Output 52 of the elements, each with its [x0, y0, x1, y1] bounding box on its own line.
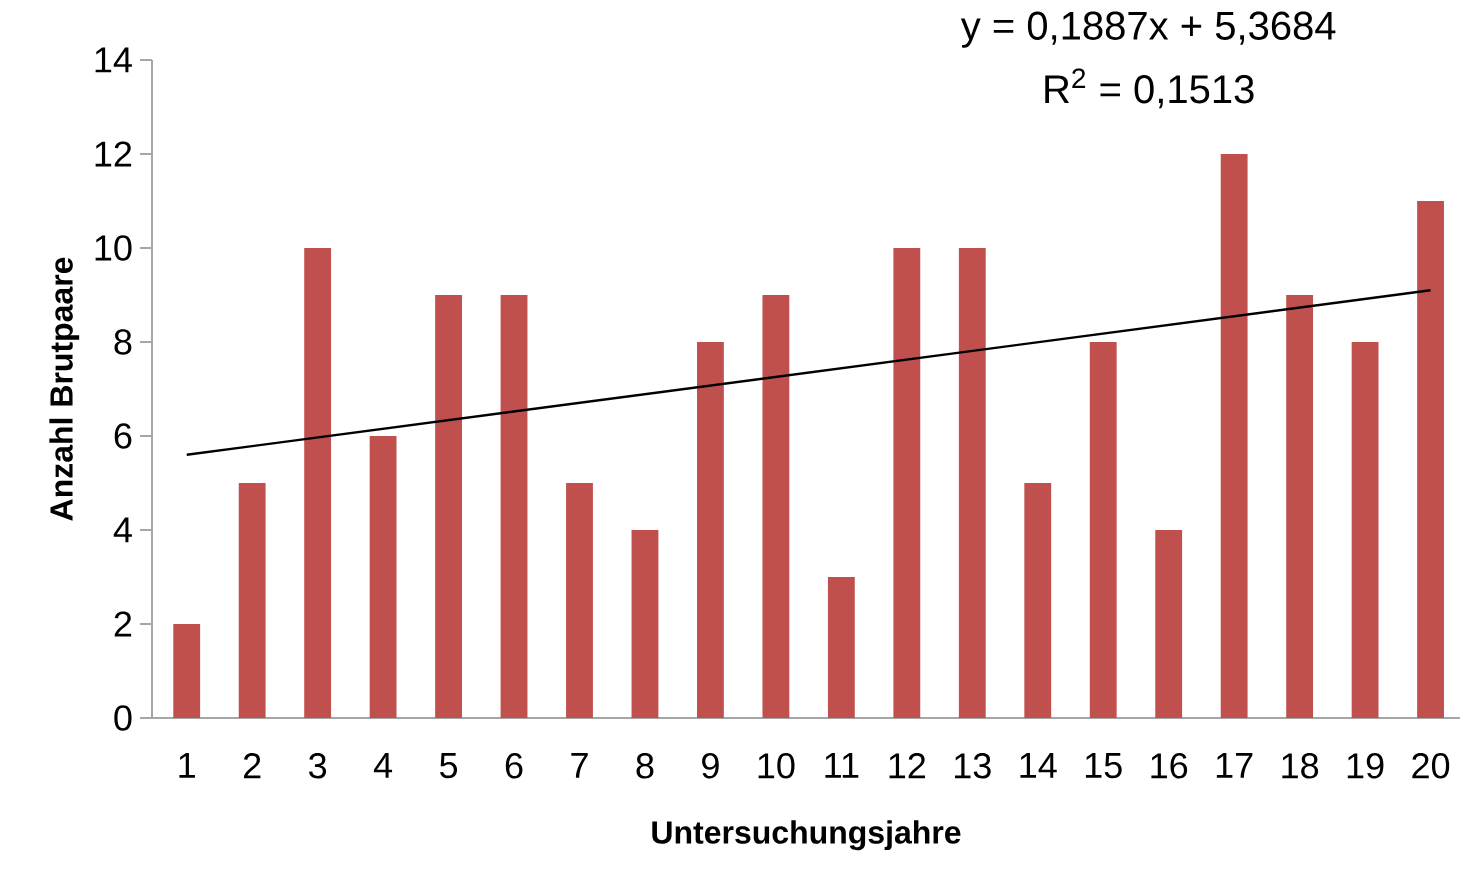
- x-tick-label: 20: [1412, 753, 1450, 779]
- bar: [1155, 529, 1183, 718]
- bar: [1024, 482, 1052, 718]
- bar: [304, 247, 332, 718]
- x-tick-label: 4: [373, 753, 393, 778]
- bar: [435, 294, 462, 718]
- y-tick-label: 14: [95, 47, 132, 73]
- x-tick-label: 2: [243, 753, 261, 779]
- x-tick-label: 16: [1151, 753, 1188, 779]
- x-tick-label: 18: [1282, 753, 1319, 779]
- bar: [1417, 200, 1444, 718]
- bar: [827, 576, 855, 718]
- bar: [893, 247, 921, 718]
- x-axis-title: Untersuchungsjahre: [652, 820, 961, 851]
- x-tick-label: 17: [1216, 753, 1253, 778]
- bar: [1220, 153, 1248, 718]
- y-tick-label: 0: [114, 705, 132, 731]
- x-tick-label: 5: [440, 753, 458, 779]
- bar: [1351, 341, 1379, 718]
- bar: [500, 294, 528, 718]
- x-tick-label: 11: [825, 753, 859, 778]
- x-tick-label: 19: [1347, 753, 1384, 779]
- x-tick-label: 7: [571, 753, 588, 778]
- x-tick-label: 1: [179, 753, 195, 778]
- x-tick-label: 13: [955, 753, 991, 779]
- bar: [1089, 341, 1117, 718]
- bar: [1286, 294, 1314, 718]
- y-tick-label: 8: [114, 329, 132, 355]
- x-tick-label: 14: [1020, 753, 1057, 778]
- bar: [173, 623, 201, 718]
- bar: [958, 247, 986, 718]
- y-axis-title: Anzahl Brutpaare: [49, 257, 80, 521]
- text: y = 0,1887x + 5,3684: [960, 11, 1336, 48]
- bar: [369, 435, 397, 718]
- bar: [631, 529, 659, 718]
- x-tick-label: 6: [505, 753, 523, 779]
- annotation: R$^{2}$ = 0,1513: [1045, 68, 1254, 109]
- bar: [238, 482, 266, 718]
- y-tick-label: 2: [114, 611, 132, 637]
- x-tick-label: 12: [889, 753, 926, 779]
- x-tick-label: 15: [1085, 753, 1122, 779]
- y-tick-label: 10: [95, 235, 132, 261]
- y-tick-label: 4: [113, 517, 132, 543]
- bar: [566, 482, 593, 718]
- x-tick-label: 3: [309, 753, 327, 779]
- bar: [762, 294, 790, 718]
- x-tick-label: 8: [636, 753, 654, 779]
- y-tick-label: 12: [95, 141, 132, 167]
- x-tick-label: 9: [702, 753, 719, 779]
- bar: [697, 341, 724, 718]
- x-tick-label: 10: [758, 753, 795, 779]
- y-tick-label: 6: [114, 423, 132, 449]
